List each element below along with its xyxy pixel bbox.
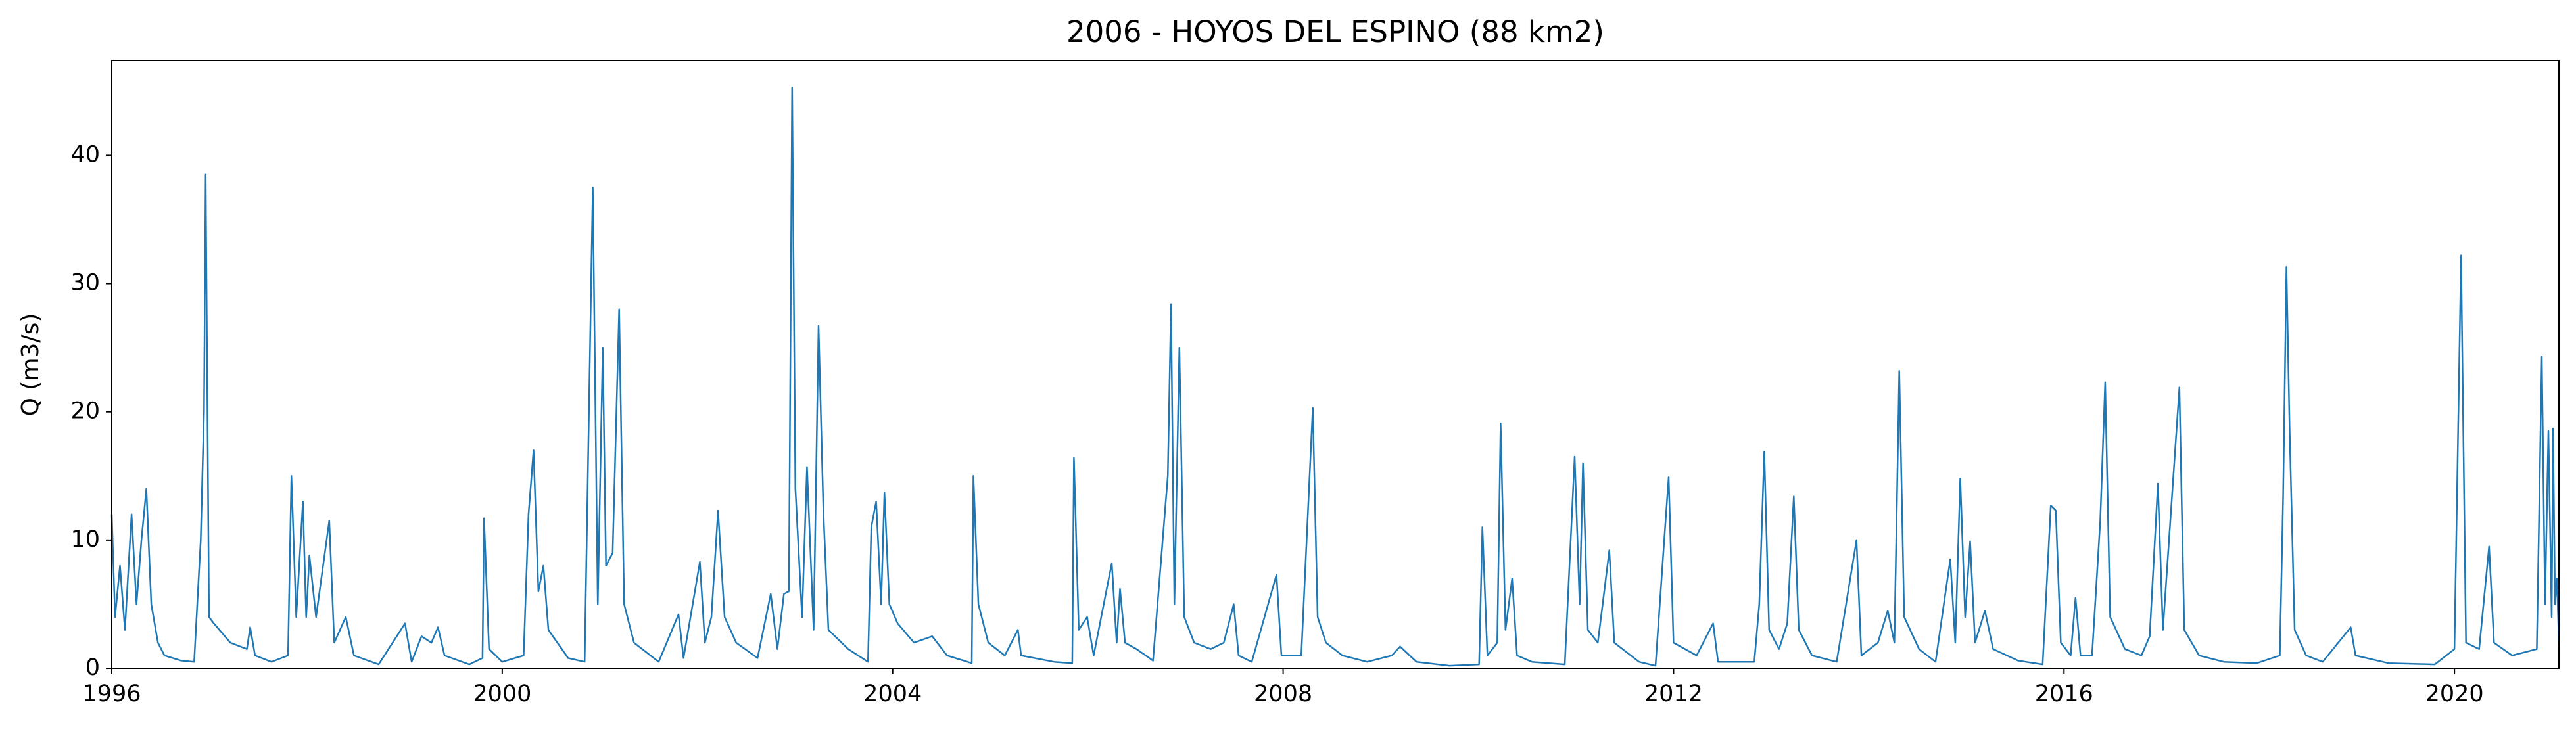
- x-tick-label: 2004: [863, 681, 922, 707]
- chart-title: 2006 - HOYOS DEL ESPINO (88 km2): [1066, 14, 1604, 49]
- plot-frame: [111, 60, 2560, 669]
- y-tick-label: 20: [70, 398, 100, 425]
- x-tick-label: 2008: [1254, 681, 1312, 707]
- x-tick-label: 2016: [2035, 681, 2093, 707]
- y-axis-label: Q (m3/s): [17, 313, 44, 417]
- x-tick-label: 2012: [1644, 681, 1703, 707]
- y-tick-label: 10: [70, 526, 100, 553]
- y-tick-label: 30: [70, 270, 100, 296]
- x-tick-label: 2000: [473, 681, 531, 707]
- x-tick-label: 2020: [2425, 681, 2484, 707]
- y-tick-label: 40: [70, 141, 100, 168]
- data-line: [110, 86, 2560, 667]
- x-tick-label: 1996: [82, 681, 141, 707]
- y-tick-label: 0: [85, 655, 100, 681]
